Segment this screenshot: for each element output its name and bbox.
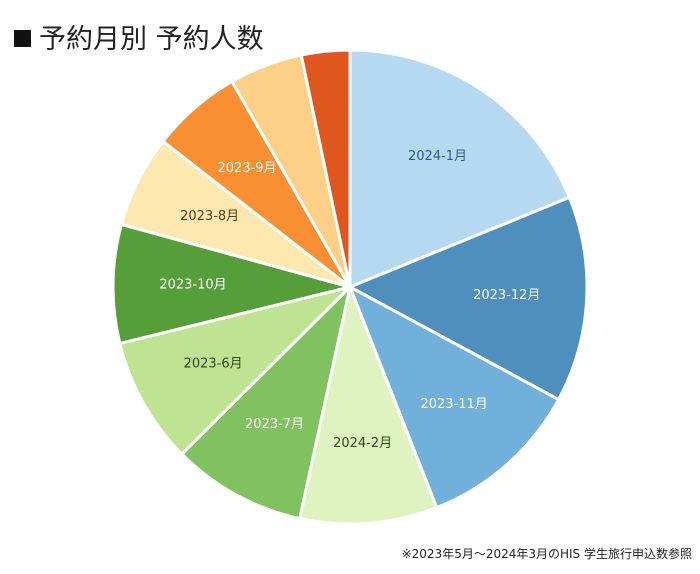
pie-slices — [111, 48, 589, 526]
pie-slice — [180, 285, 352, 521]
pie-slice-label: 2023-8月 — [180, 209, 239, 224]
pie-slice-label: 2023-12月 — [473, 288, 540, 303]
pie-slice — [348, 285, 561, 510]
chart-title-text: 予約月別 予約人数 — [39, 24, 264, 55]
pie-slice — [298, 285, 439, 526]
pie-slice — [348, 195, 589, 402]
chart-title: 予約月別 予約人数 — [14, 24, 264, 56]
pie-slice — [348, 48, 571, 289]
pie-slice-label: 2024-1月 — [408, 149, 467, 164]
chart-footnote: ※2023年5月〜2024年3月のHIS 学生旅行申込数参照 — [401, 547, 692, 561]
pie-labels: 2024-1月 2023-12月 2023-11月 2024-2月 2023-7月 202… — [159, 149, 540, 451]
pie-slice — [299, 48, 352, 289]
pie-slice-label: 2023-6月 — [184, 356, 243, 371]
pie-slice — [118, 285, 352, 456]
title-square-marker — [14, 30, 31, 47]
pie-slice-label: 2024-2月 — [333, 436, 392, 451]
pie-slice-label: 2023-7月 — [245, 417, 304, 432]
pie-slice — [111, 222, 352, 345]
pie-slice-label: 2023-10月 — [159, 277, 226, 292]
pie-slice-label: 2023-11月 — [420, 397, 487, 412]
pie-slice-label: 2023-9月 — [218, 161, 277, 176]
